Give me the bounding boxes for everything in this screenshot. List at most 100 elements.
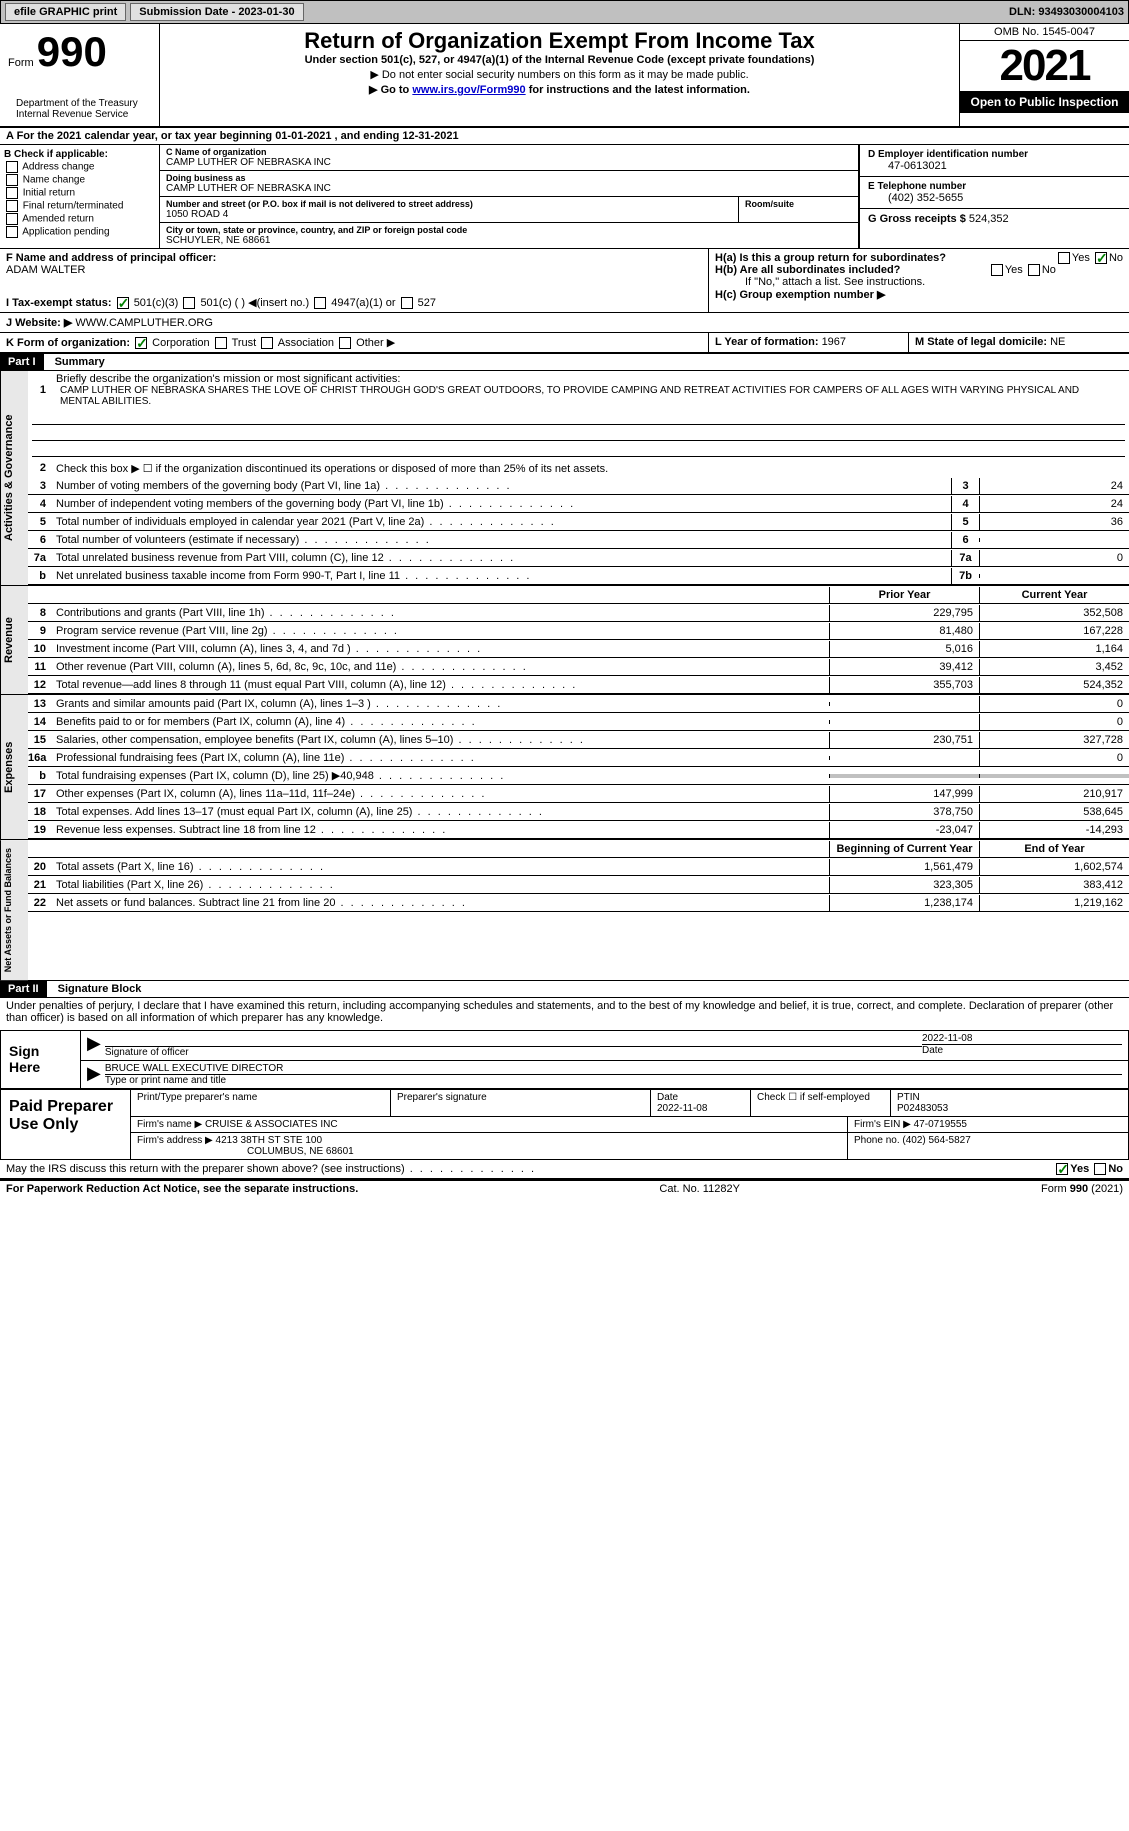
ha-yes[interactable] bbox=[1058, 252, 1070, 264]
checkbox-other[interactable] bbox=[339, 337, 351, 349]
street-label: Number and street (or P.O. box if mail i… bbox=[166, 199, 732, 209]
part2-title: Signature Block bbox=[50, 983, 142, 995]
form-subtitle: Under section 501(c), 527, or 4947(a)(1)… bbox=[164, 54, 955, 66]
summary-row-13: 13Grants and similar amounts paid (Part … bbox=[28, 695, 1129, 713]
declaration-text: Under penalties of perjury, I declare th… bbox=[0, 998, 1129, 1026]
checkbox-name-change[interactable]: Name change bbox=[4, 174, 155, 186]
firm-name: CRUISE & ASSOCIATES INC bbox=[205, 1119, 338, 1130]
section-b-title: B Check if applicable: bbox=[4, 149, 155, 160]
phone-value: (402) 352-5655 bbox=[868, 192, 1121, 204]
checkbox-527[interactable] bbox=[401, 297, 413, 309]
receipts-value: 524,352 bbox=[969, 213, 1009, 225]
current-year-header: Current Year bbox=[979, 587, 1129, 603]
hb-note: If "No," attach a list. See instructions… bbox=[715, 276, 1123, 288]
part1-header: Part I bbox=[0, 354, 44, 370]
city-label: City or town, state or province, country… bbox=[166, 225, 852, 235]
ha-label: H(a) Is this a group return for subordin… bbox=[715, 252, 946, 264]
prep-date: 2022-11-08 bbox=[657, 1103, 707, 1114]
checkbox-application-pending[interactable]: Application pending bbox=[4, 226, 155, 238]
discuss-text: May the IRS discuss this return with the… bbox=[6, 1163, 405, 1175]
omb-number: OMB No. 1545-0047 bbox=[960, 24, 1129, 41]
paperwork-notice: For Paperwork Reduction Act Notice, see … bbox=[6, 1183, 358, 1195]
prior-year-header: Prior Year bbox=[829, 587, 979, 603]
instruction-ssn: ▶ Do not enter social security numbers o… bbox=[164, 68, 955, 81]
form-prefix: Form bbox=[8, 57, 34, 69]
checkbox-assoc[interactable] bbox=[261, 337, 273, 349]
summary-row-4: 4Number of independent voting members of… bbox=[28, 495, 1129, 513]
summary-row-7b: bNet unrelated business taxable income f… bbox=[28, 567, 1129, 585]
sig-date: 2022-11-08 bbox=[922, 1033, 1122, 1045]
efile-print-button[interactable]: efile GRAPHIC print bbox=[5, 3, 126, 21]
summary-row-16a: 16aProfessional fundraising fees (Part I… bbox=[28, 749, 1129, 767]
state-domicile: NE bbox=[1050, 336, 1065, 348]
checkbox-501c3[interactable] bbox=[117, 297, 129, 309]
phone-label: E Telephone number bbox=[868, 181, 1121, 192]
arrow-icon: ▶ bbox=[87, 1063, 101, 1086]
checkbox-corp[interactable] bbox=[135, 337, 147, 349]
part1-title: Summary bbox=[47, 356, 105, 368]
ha-no[interactable] bbox=[1095, 252, 1107, 264]
ein-label: D Employer identification number bbox=[868, 149, 1121, 160]
summary-row-b: bTotal fundraising expenses (Part IX, co… bbox=[28, 767, 1129, 785]
top-toolbar: efile GRAPHIC print Submission Date - 20… bbox=[0, 0, 1129, 24]
summary-row-11: 11Other revenue (Part VIII, column (A), … bbox=[28, 658, 1129, 676]
summary-row-12: 12Total revenue—add lines 8 through 11 (… bbox=[28, 676, 1129, 694]
checkbox-501c[interactable] bbox=[183, 297, 195, 309]
summary-row-21: 21Total liabilities (Part X, line 26)323… bbox=[28, 876, 1129, 894]
ptin-value: P02483053 bbox=[897, 1103, 948, 1114]
receipts-label: G Gross receipts $ bbox=[868, 213, 969, 225]
org-name-label: C Name of organization bbox=[166, 147, 852, 157]
summary-row-8: 8Contributions and grants (Part VIII, li… bbox=[28, 604, 1129, 622]
summary-row-19: 19Revenue less expenses. Subtract line 1… bbox=[28, 821, 1129, 839]
summary-row-9: 9Program service revenue (Part VIII, lin… bbox=[28, 622, 1129, 640]
checkbox-4947[interactable] bbox=[314, 297, 326, 309]
tax-year: 2021 bbox=[960, 41, 1129, 91]
checkbox-final-return-terminated[interactable]: Final return/terminated bbox=[4, 200, 155, 212]
checkbox-initial-return[interactable]: Initial return bbox=[4, 187, 155, 199]
org-name: CAMP LUTHER OF NEBRASKA INC bbox=[166, 157, 852, 168]
checkbox-amended-return[interactable]: Amended return bbox=[4, 213, 155, 225]
website-label: J Website: ▶ bbox=[6, 317, 72, 329]
summary-row-6: 6Total number of volunteers (estimate if… bbox=[28, 531, 1129, 549]
mission-text: CAMP LUTHER OF NEBRASKA SHARES THE LOVE … bbox=[56, 385, 1125, 407]
discuss-yes[interactable] bbox=[1056, 1163, 1068, 1175]
mission-label: Briefly describe the organization's miss… bbox=[56, 373, 400, 385]
firm-phone: (402) 564-5827 bbox=[902, 1135, 970, 1146]
discuss-no[interactable] bbox=[1094, 1163, 1106, 1175]
submission-date-button[interactable]: Submission Date - 2023-01-30 bbox=[130, 3, 303, 21]
firm-address: 4213 38TH ST STE 100 bbox=[216, 1135, 323, 1146]
department-label: Department of the Treasury Internal Reve… bbox=[8, 96, 151, 122]
dba-label: Doing business as bbox=[166, 173, 852, 183]
summary-row-18: 18Total expenses. Add lines 13–17 (must … bbox=[28, 803, 1129, 821]
section-f-h: F Name and address of principal officer:… bbox=[0, 249, 1129, 313]
ein-value: 47-0613021 bbox=[868, 160, 1121, 172]
paid-preparer-label: Paid Preparer Use Only bbox=[1, 1090, 131, 1159]
form-number: 990 bbox=[37, 28, 107, 75]
sidebar-governance: Activities & Governance bbox=[0, 371, 28, 585]
section-b-c-d: B Check if applicable: Address change Na… bbox=[0, 145, 1129, 249]
hb-no[interactable] bbox=[1028, 264, 1040, 276]
irs-link[interactable]: www.irs.gov/Form990 bbox=[412, 84, 525, 96]
summary-row-15: 15Salaries, other compensation, employee… bbox=[28, 731, 1129, 749]
begin-year-header: Beginning of Current Year bbox=[829, 841, 979, 857]
website-value: WWW.CAMPLUTHER.ORG bbox=[72, 317, 213, 329]
part2-header: Part II bbox=[0, 981, 47, 997]
officer-label: F Name and address of principal officer: bbox=[6, 252, 702, 264]
line2-text: Check this box ▶ ☐ if the organization d… bbox=[52, 460, 1129, 477]
sidebar-netassets: Net Assets or Fund Balances bbox=[0, 840, 28, 980]
tax-exempt-label: I Tax-exempt status: bbox=[6, 297, 112, 309]
hb-yes[interactable] bbox=[991, 264, 1003, 276]
checkbox-address-change[interactable]: Address change bbox=[4, 161, 155, 173]
sig-officer-label: Signature of officer bbox=[105, 1047, 189, 1058]
street-value: 1050 ROAD 4 bbox=[166, 209, 732, 220]
form-footer: Form 990 (2021) bbox=[1041, 1183, 1123, 1195]
arrow-icon: ▶ bbox=[87, 1033, 101, 1058]
instruction-link-row: ▶ Go to www.irs.gov/Form990 for instruct… bbox=[164, 83, 955, 96]
summary-row-22: 22Net assets or fund balances. Subtract … bbox=[28, 894, 1129, 912]
hc-label: H(c) Group exemption number ▶ bbox=[715, 288, 1123, 301]
checkbox-trust[interactable] bbox=[215, 337, 227, 349]
sign-here-label: Sign Here bbox=[1, 1031, 81, 1088]
sidebar-revenue: Revenue bbox=[0, 586, 28, 694]
form-title: Return of Organization Exempt From Incom… bbox=[164, 28, 955, 54]
row-a-period: A For the 2021 calendar year, or tax yea… bbox=[0, 128, 1129, 145]
